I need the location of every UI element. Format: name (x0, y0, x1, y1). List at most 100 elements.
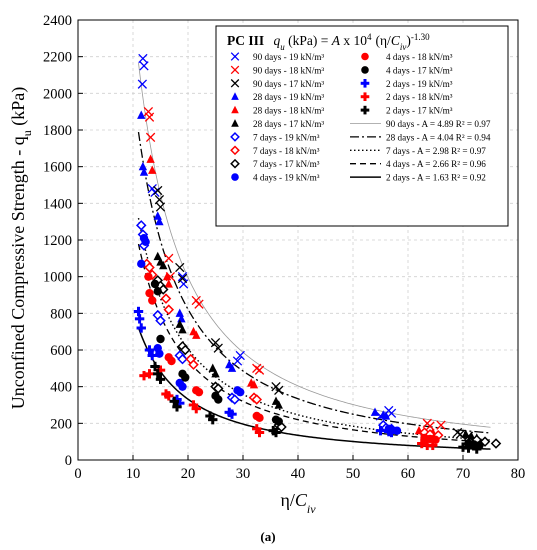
data-point (192, 330, 201, 339)
data-point (147, 350, 157, 361)
data-point (162, 271, 172, 281)
data-point (139, 61, 149, 71)
data-point (177, 272, 188, 282)
data-point (155, 202, 166, 212)
data-point (230, 158, 240, 169)
legend-title-A: A (331, 33, 341, 48)
x-tick-label: 80 (511, 466, 526, 482)
y-axis-label-sub: u (20, 130, 34, 136)
data-point (231, 92, 239, 100)
data-point (146, 154, 155, 163)
data-point (178, 325, 187, 334)
data-point (188, 359, 199, 370)
data-point (463, 443, 474, 453)
data-point (230, 79, 240, 88)
data-point (361, 52, 369, 61)
data-point (417, 438, 427, 449)
legend-entry-label: 2 days - A = 1.63 R² = 0.92 (386, 173, 486, 183)
data-point (361, 66, 369, 74)
legend-items: 90 days - 19 kN/m³ 90 days - 18 kN/m³ 90 d… (230, 52, 491, 183)
data-point (144, 262, 155, 273)
figure-caption: (a) (260, 529, 275, 544)
data-point (155, 216, 164, 226)
data-point (155, 374, 166, 385)
x-tick-label: 50 (346, 466, 361, 482)
data-point (360, 79, 370, 88)
data-point (230, 65, 240, 75)
legend-title-exponent: -1.30 (411, 32, 430, 42)
data-point (139, 370, 149, 381)
y-tick-label: 2400 (43, 13, 72, 29)
legend-entry-label: 2 days - 19 kN/m³ (386, 79, 453, 89)
data-point (428, 440, 438, 451)
data-point (157, 284, 169, 295)
y-tick-label: 200 (50, 416, 72, 432)
data-point (153, 185, 163, 196)
data-point (153, 251, 162, 261)
x-tick-label: 10 (126, 466, 141, 482)
data-point (150, 361, 160, 372)
data-point (175, 262, 185, 273)
data-point (436, 420, 446, 430)
data-point (230, 145, 240, 156)
data-point (148, 296, 157, 305)
data-point (136, 323, 146, 333)
data-point (386, 427, 397, 438)
data-point (144, 369, 155, 379)
data-point (179, 344, 191, 356)
legend-entry-label: 28 days - 19 kN/m³ (253, 92, 324, 102)
legend-title-C: C (391, 33, 401, 48)
data-point (145, 288, 154, 298)
data-point (231, 173, 239, 181)
data-point (134, 314, 145, 324)
fit-curve (137, 217, 491, 441)
data-point (254, 427, 265, 438)
data-point (472, 444, 482, 454)
data-point (177, 273, 188, 284)
legend: PC III qu (kPa) = A x 104 (η/Civ)-1.30 90… (215, 25, 509, 227)
data-point (181, 373, 190, 382)
y-tick-label: 1000 (43, 270, 72, 286)
data-points-layer (133, 53, 502, 454)
data-point (194, 299, 204, 309)
x-tick-label: 40 (291, 466, 306, 482)
legend-title-x: x 10 (340, 33, 367, 48)
data-point (177, 314, 186, 323)
legend-title-pow: 4 (367, 32, 372, 42)
data-point (137, 79, 148, 89)
y-tick-label: 600 (50, 343, 72, 359)
data-point (386, 408, 397, 418)
fit-curve (138, 63, 491, 428)
data-point (156, 334, 165, 344)
data-point (274, 385, 284, 395)
fit-curve (137, 243, 491, 443)
data-point (360, 105, 370, 115)
legend-title: PC III qu (kPa) = A x 104 (η/Civ)-1.30 (227, 32, 430, 52)
data-point (145, 132, 156, 142)
data-point (153, 287, 162, 296)
data-point (155, 315, 166, 326)
legend-entry-label: 4 days - 18 kN/m³ (386, 52, 453, 62)
data-point (137, 110, 146, 119)
y-axis-label-main: Unconfined Compressive Strength - q (8, 136, 28, 409)
data-point (360, 92, 370, 101)
data-point (172, 402, 182, 412)
legend-entry-label: 2 days - 18 kN/m³ (386, 92, 453, 102)
data-point (148, 165, 157, 174)
data-point (467, 431, 476, 440)
fit-curve (137, 131, 491, 434)
legend-entry-label: 90 days - A = 4.89 R² = 0.97 (386, 119, 491, 129)
data-point (490, 438, 502, 449)
data-point (194, 387, 204, 397)
data-point (227, 363, 237, 372)
y-axis-label-unit: (kPa) (8, 87, 29, 131)
data-point (213, 343, 223, 353)
data-point (370, 407, 380, 416)
data-point (210, 338, 221, 348)
x-axis-label-var: C (295, 490, 308, 510)
data-point (144, 112, 155, 122)
legend-title-close: ) (406, 33, 411, 48)
data-point (150, 279, 160, 289)
data-point (178, 279, 189, 289)
data-point (167, 356, 176, 366)
